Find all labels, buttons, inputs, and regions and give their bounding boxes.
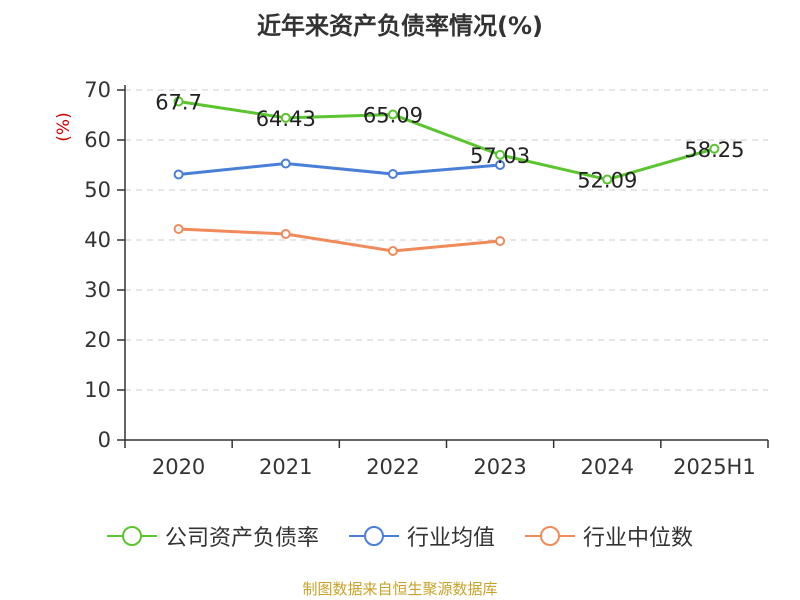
data-point: [602, 174, 613, 185]
source-note: 制图数据来自恒生聚源数据库: [302, 580, 498, 598]
series-line: [178, 100, 715, 182]
legend-label: 公司资产负债率: [164, 526, 319, 551]
x-tick-label: 2025H1: [673, 455, 756, 479]
legend-line-marker-icon: [348, 526, 399, 546]
series-line: [178, 162, 501, 176]
y-tick-label: 10: [84, 378, 111, 402]
data-point: [173, 96, 184, 107]
legend-item-industry-median[interactable]: 行业中位数: [525, 520, 693, 552]
x-tick-label: 2023: [473, 455, 526, 479]
y-tick-label: 30: [84, 278, 111, 302]
legend-label: 行业均值: [406, 526, 495, 551]
data-point: [387, 169, 398, 179]
data-point: [709, 143, 720, 154]
legend-label: 行业中位数: [583, 526, 694, 551]
x-tick-label: 2020: [152, 455, 205, 479]
data-point: [173, 224, 184, 234]
chart-title: 近年来资产负债率情况(%): [257, 12, 543, 40]
y-tick-label: 0: [98, 428, 111, 452]
y-tick-label: 20: [84, 328, 111, 352]
data-label: 52.09: [577, 169, 637, 193]
x-tick-label: 2021: [259, 455, 312, 479]
legend: 公司资产负债率 行业均值 行业中位数: [0, 518, 800, 554]
data-point: [280, 229, 291, 239]
x-tick-label: 2024: [581, 455, 634, 479]
data-label: 67.7: [155, 91, 202, 115]
data-point: [387, 109, 398, 120]
data-point: [495, 160, 506, 170]
data-label: 64.43: [256, 107, 316, 131]
y-axis-label: (%): [54, 112, 74, 141]
legend-item-industry-mean[interactable]: 行业均值: [348, 520, 495, 552]
x-tick-label: 2022: [366, 455, 419, 479]
series-line: [178, 227, 501, 253]
data-label: 57.03: [470, 144, 530, 168]
y-tick-label: 40: [84, 228, 111, 252]
data-point: [495, 236, 506, 246]
y-tick-label: 70: [84, 78, 111, 102]
data-label: 65.09: [363, 104, 423, 128]
y-tick-label: 60: [84, 128, 111, 152]
data-point: [173, 169, 184, 180]
legend-line-marker-icon: [106, 526, 157, 546]
data-label: 58.25: [684, 138, 744, 162]
data-point: [495, 149, 506, 160]
y-tick-label: 50: [84, 178, 111, 202]
data-point: [280, 112, 291, 123]
data-point: [280, 158, 291, 169]
legend-line-marker-icon: [525, 526, 575, 546]
legend-item-company[interactable]: 公司资产负债率: [106, 520, 319, 552]
data-point: [387, 246, 398, 256]
